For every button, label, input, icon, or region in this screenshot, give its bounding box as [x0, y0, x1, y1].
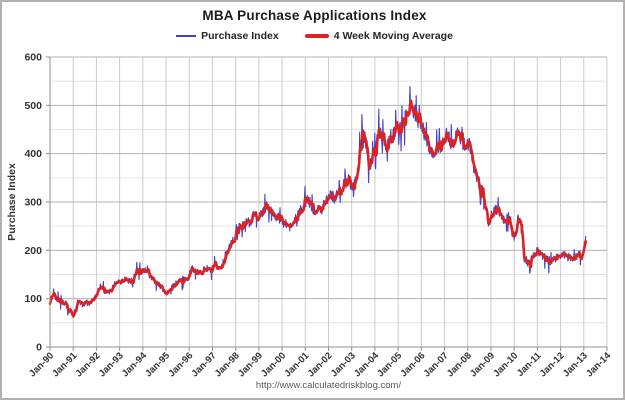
x-tick-label: Jan-03 — [329, 350, 358, 379]
x-tick-label: Jan-96 — [166, 350, 195, 379]
y-axis-tick-labels: 0 100 200 300 400 500 600 — [24, 52, 50, 354]
x-tick-label: Jan-13 — [561, 350, 590, 379]
y-tick-label: 200 — [24, 245, 42, 257]
x-tick-label: Jan-91 — [50, 350, 80, 380]
x-tick-label: Jan-07 — [422, 350, 451, 379]
x-tick-label: Jan-06 — [398, 350, 427, 379]
x-tick-label: Jan-92 — [73, 350, 102, 379]
y-tick-label: 500 — [24, 100, 42, 112]
x-axis-tick-labels: Jan-90Jan-91Jan-92Jan-93Jan-94Jan-95Jan-… — [27, 347, 614, 379]
legend: Purchase Index 4 Week Moving Average — [2, 30, 625, 42]
chart-title: MBA Purchase Applications Index — [202, 8, 427, 23]
moving-average-line — [48, 100, 587, 318]
legend-label-moving-average: 4 Week Moving Average — [333, 30, 453, 42]
x-tick-label: Jan-90 — [27, 350, 56, 379]
y-tick-label: 400 — [24, 148, 42, 160]
x-tick-label: Jan-97 — [190, 350, 219, 379]
major-gridlines — [50, 56, 607, 300]
x-tick-label: Jan-08 — [445, 350, 474, 379]
x-tick-label: Jan-14 — [584, 350, 614, 380]
legend-label-purchase-index: Purchase Index — [201, 30, 279, 42]
x-tick-label: Jan-93 — [97, 350, 126, 379]
x-tick-label: Jan-99 — [236, 350, 265, 379]
y-tick-label: 100 — [24, 293, 42, 305]
x-tick-label: Jan-00 — [259, 350, 288, 379]
legend-item-moving-average: 4 Week Moving Average — [304, 30, 453, 42]
moving-average-line-swatch — [304, 34, 329, 38]
x-tick-label: Jan-01 — [282, 350, 312, 380]
y-tick-label: 600 — [24, 52, 42, 64]
x-tick-label: Jan-98 — [213, 350, 242, 379]
x-tick-label: Jan-95 — [143, 350, 173, 380]
legend-item-purchase-index: Purchase Index — [176, 30, 279, 42]
x-tick-label: Jan-04 — [352, 350, 382, 380]
x-tick-label: Jan-02 — [306, 350, 335, 379]
y-tick-label: 300 — [24, 197, 42, 209]
footer-url: http://www.calculatedriskblog.com/ — [255, 380, 402, 391]
y-axis-title: Purchase Index — [6, 163, 18, 241]
x-tick-label: Jan-09 — [468, 350, 497, 379]
x-tick-label: Jan-12 — [538, 350, 567, 379]
x-tick-label: Jan-94 — [120, 350, 150, 380]
y-tick-label: 0 — [36, 342, 42, 354]
x-tick-label: Jan-05 — [375, 350, 405, 380]
x-tick-label: Jan-10 — [491, 350, 520, 379]
purchase-index-line-swatch — [176, 35, 197, 37]
